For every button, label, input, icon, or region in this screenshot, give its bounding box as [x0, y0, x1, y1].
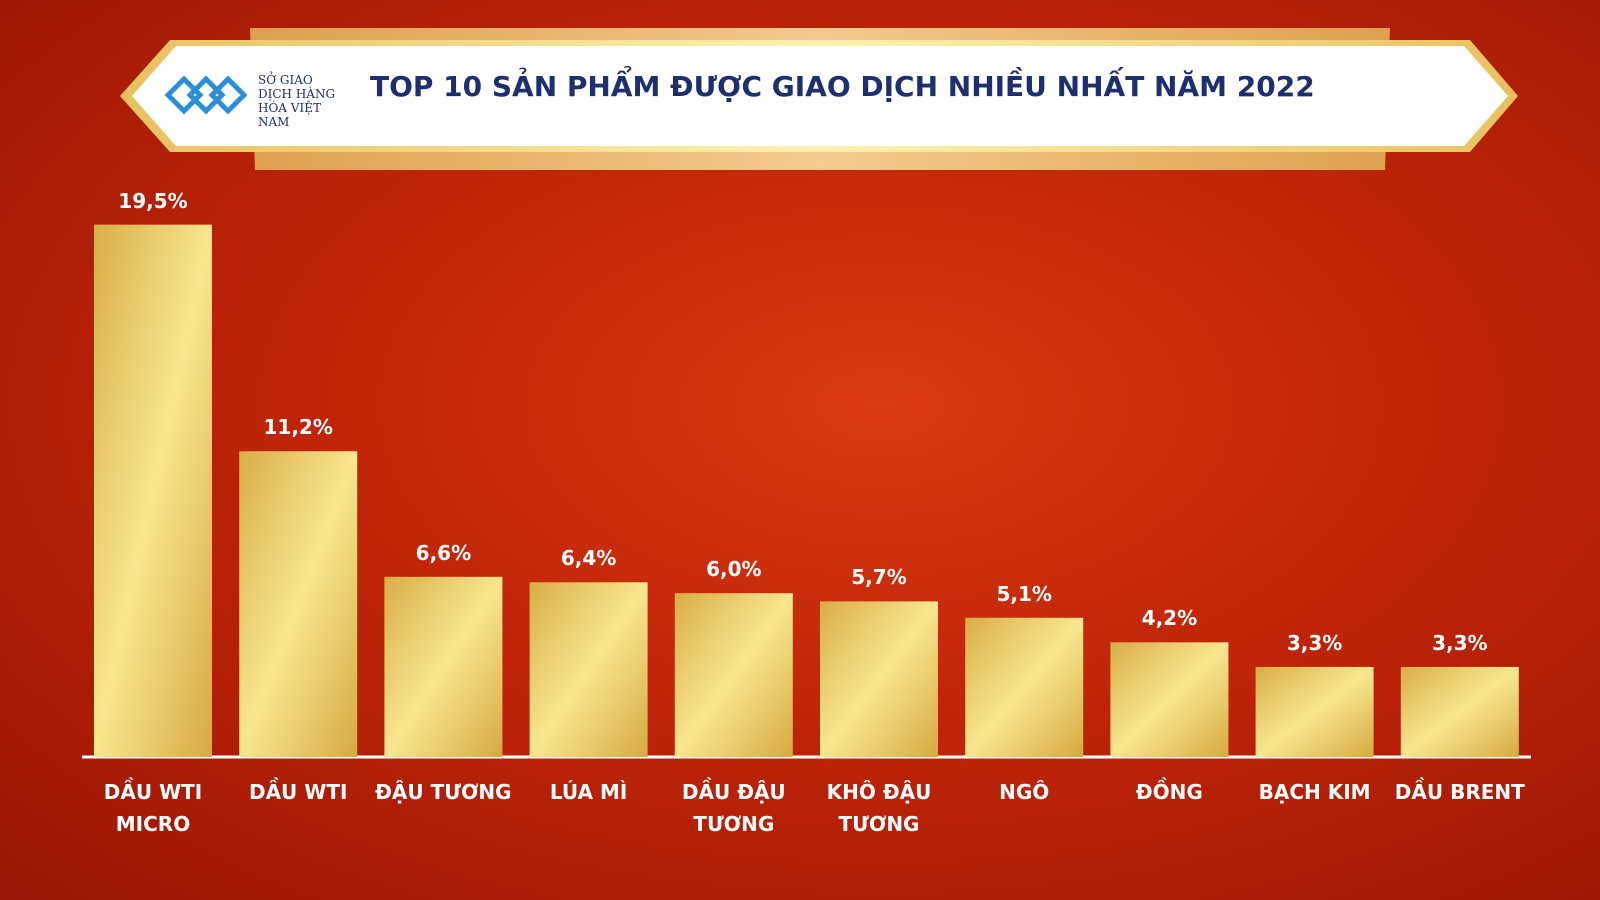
bar [820, 601, 938, 757]
x-tick-label: NGÔ [999, 780, 1050, 804]
x-tick-label: ĐỒNG [1135, 780, 1203, 804]
bar [239, 451, 358, 757]
bar [529, 582, 648, 757]
bar [1255, 666, 1374, 757]
bar [965, 617, 1084, 757]
chart-title: TOP 10 SẢN PHẨM ĐƯỢC GIAO DỊCH NHIỀU NHẤ… [370, 70, 1315, 103]
value-label: 6,0% [706, 557, 762, 582]
value-label: 4,2% [1141, 606, 1198, 631]
x-tick-label: DẦU ĐẬU TƯƠNG [681, 780, 786, 836]
value-label: 3,3% [1286, 630, 1343, 655]
x-tick-label: LÚA MÌ [549, 780, 628, 804]
value-label: 6,4% [560, 546, 617, 571]
bar [1400, 666, 1519, 757]
bar [674, 593, 793, 757]
value-label: 5,7% [851, 565, 907, 590]
banner [132, 46, 1508, 146]
bar [1110, 642, 1229, 757]
x-tick-label: DẦU BRENT [1394, 780, 1525, 804]
x-tick-label: BẠCH KIM [1258, 780, 1371, 804]
value-label: 3,3% [1432, 630, 1488, 655]
value-label: 5,1% [996, 581, 1052, 606]
x-tick-label: KHÔ ĐẬU TƯƠNG [826, 780, 932, 836]
logo-text: SỞ GIAO DỊCH HÀNG HÓA VIỆT NAM [258, 73, 336, 129]
x-tick-label: ĐẬU TƯƠNG [375, 780, 512, 804]
bar [384, 576, 503, 757]
value-label: 11,2% [263, 415, 333, 440]
value-label: 6,6% [415, 540, 472, 565]
logo-mark [164, 75, 248, 115]
bar [94, 224, 212, 757]
x-tick-label: DẦU WTI [248, 780, 348, 804]
x-tick-label: DẦU WTI MICRO [103, 780, 203, 836]
value-label: 19,5% [118, 188, 188, 213]
